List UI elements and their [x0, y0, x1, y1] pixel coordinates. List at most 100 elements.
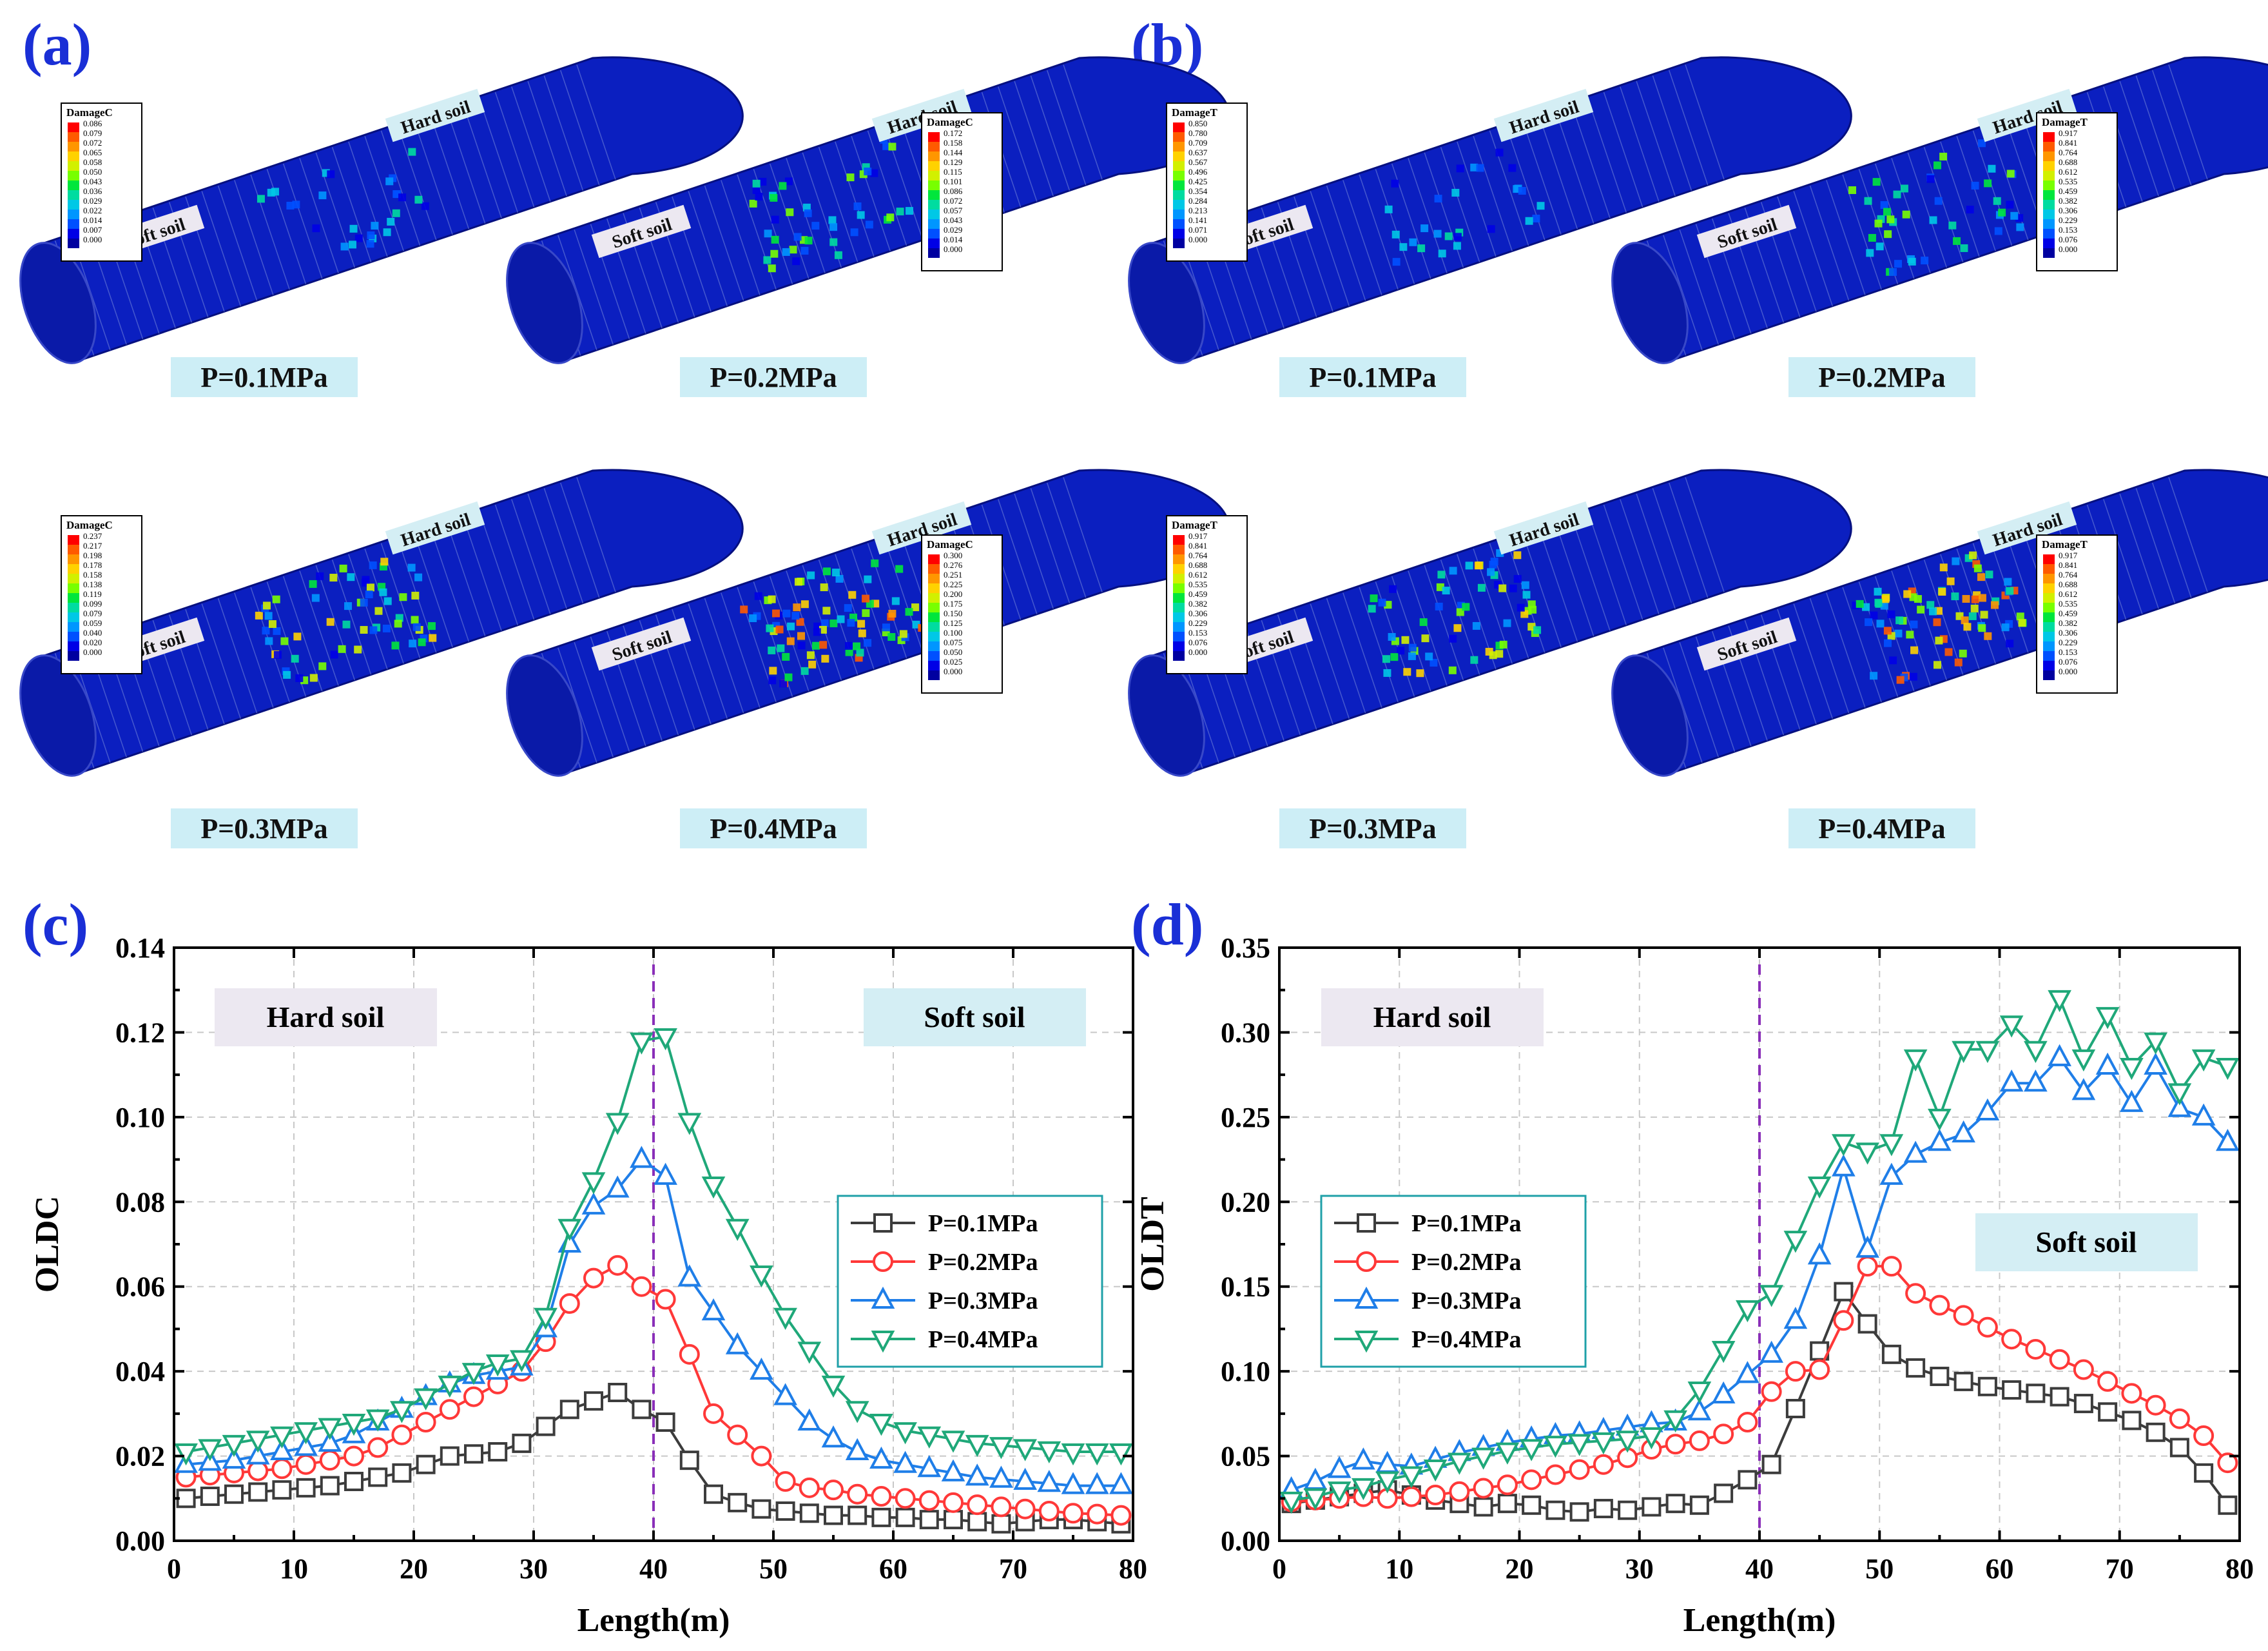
tunnel-opening [506, 654, 583, 777]
legend-value: 0.000 [944, 667, 962, 676]
data-point [174, 1443, 198, 1466]
damage-patch [775, 625, 784, 634]
data-point [368, 1467, 388, 1487]
data-point [246, 1442, 270, 1465]
damage-patch [1449, 634, 1457, 643]
damage-patch [327, 170, 335, 179]
data-point [367, 1437, 389, 1458]
segment-joint [1809, 598, 1850, 714]
damage-patch [371, 222, 379, 230]
legend-swatch [2043, 219, 2055, 229]
damage-patch [1499, 640, 1507, 649]
damage-patch [1532, 215, 1540, 223]
segment-joint [2151, 70, 2192, 186]
legend-swatch [1173, 545, 1185, 554]
data-point [559, 1293, 580, 1314]
data-point [1642, 1497, 1662, 1517]
damage-patch [834, 251, 842, 259]
pressure-label: P=0.2MPa [710, 362, 837, 393]
tunnel-body [37, 56, 744, 362]
data-point [2026, 1383, 2046, 1403]
data-point [1832, 1134, 1856, 1157]
legend-swatch [928, 132, 940, 142]
hard-soil-tag [385, 501, 485, 555]
damage-patch [347, 573, 355, 581]
data-point [797, 1342, 822, 1364]
x-tick-label: 50 [759, 1553, 788, 1585]
legend-swatch [1173, 122, 1185, 132]
legend-value: 0.284 [1188, 196, 1208, 206]
legend-swatch [928, 661, 940, 670]
damage-patch [1939, 563, 1948, 572]
segment-joint [574, 229, 614, 345]
damage-patch [394, 620, 402, 628]
damage-patch [1985, 571, 1993, 579]
legend-value: 0.076 [2059, 657, 2078, 667]
damage-patch [1951, 592, 1959, 601]
data-point [655, 1289, 676, 1310]
damage-patch [1470, 656, 1478, 664]
damage-patch [895, 565, 904, 573]
soft-soil-tag [1696, 617, 1797, 671]
series-line-2 [1291, 1265, 2229, 1503]
damage-patch [369, 626, 378, 634]
legend-swatch [2043, 603, 2055, 612]
x-axis-label: Length(m) [1683, 1602, 1836, 1639]
damage-patch [882, 623, 890, 632]
damage-patch [1456, 164, 1464, 173]
data-point [559, 1400, 579, 1420]
damage-patch [806, 651, 815, 659]
data-point [1711, 1340, 1736, 1363]
segment-joint [688, 191, 728, 306]
data-point [1737, 1412, 1758, 1432]
data-point [967, 1494, 988, 1516]
damage-patch [309, 674, 318, 682]
data-point [320, 1476, 340, 1496]
segment-joint [576, 64, 616, 180]
y-axis-label: OLDC [29, 1196, 66, 1293]
data-point [845, 1401, 869, 1423]
legend-value: 0.200 [944, 589, 962, 599]
damage-patch [1973, 564, 1982, 572]
x-tick-label: 50 [1865, 1553, 1894, 1585]
series-line-4 [1291, 995, 2229, 1501]
legend-swatch [68, 632, 79, 641]
damage-patch [339, 564, 347, 572]
segment-joint [1826, 592, 1866, 708]
legend-swatch [2043, 564, 2055, 574]
damage-patch [1868, 233, 1876, 242]
data-point [2144, 1052, 2167, 1075]
y-axis-label: OLDT [1134, 1197, 1171, 1291]
legend-swatch [928, 593, 940, 603]
segment-joint [348, 141, 388, 257]
data-point [1327, 1456, 1352, 1478]
data-point [1881, 1344, 1901, 1364]
damage-patch [808, 660, 817, 669]
data-point [989, 1437, 1013, 1460]
legend-value: 0.709 [1188, 138, 1207, 148]
damage-patch [1883, 208, 1891, 216]
segment-joint [348, 554, 388, 670]
damage-patch [1397, 647, 1405, 655]
segment-joint [1826, 180, 1866, 295]
damage-patch [2006, 587, 2014, 595]
damage-patch [399, 593, 407, 601]
legend-value: 0.459 [2059, 186, 2077, 196]
data-point [295, 1454, 316, 1475]
data-point [1713, 1423, 1734, 1445]
legend-swatch [2043, 248, 2055, 258]
data-point [318, 1429, 342, 1452]
damage-patch [1420, 224, 1429, 233]
legend-value: 0.076 [1188, 638, 1208, 647]
damage-patch [1960, 244, 1968, 252]
legend-swatch [68, 200, 79, 210]
legend-value: 0.141 [1188, 215, 1207, 225]
series-line-4 [186, 1035, 1121, 1453]
segment-joint [543, 488, 584, 603]
data-point [1279, 1491, 1303, 1514]
damage-patch [1489, 651, 1497, 659]
damage-patch [752, 186, 761, 194]
data-point [1352, 1478, 1375, 1501]
damage-patch [1978, 624, 1986, 632]
damage-patch [264, 612, 273, 620]
